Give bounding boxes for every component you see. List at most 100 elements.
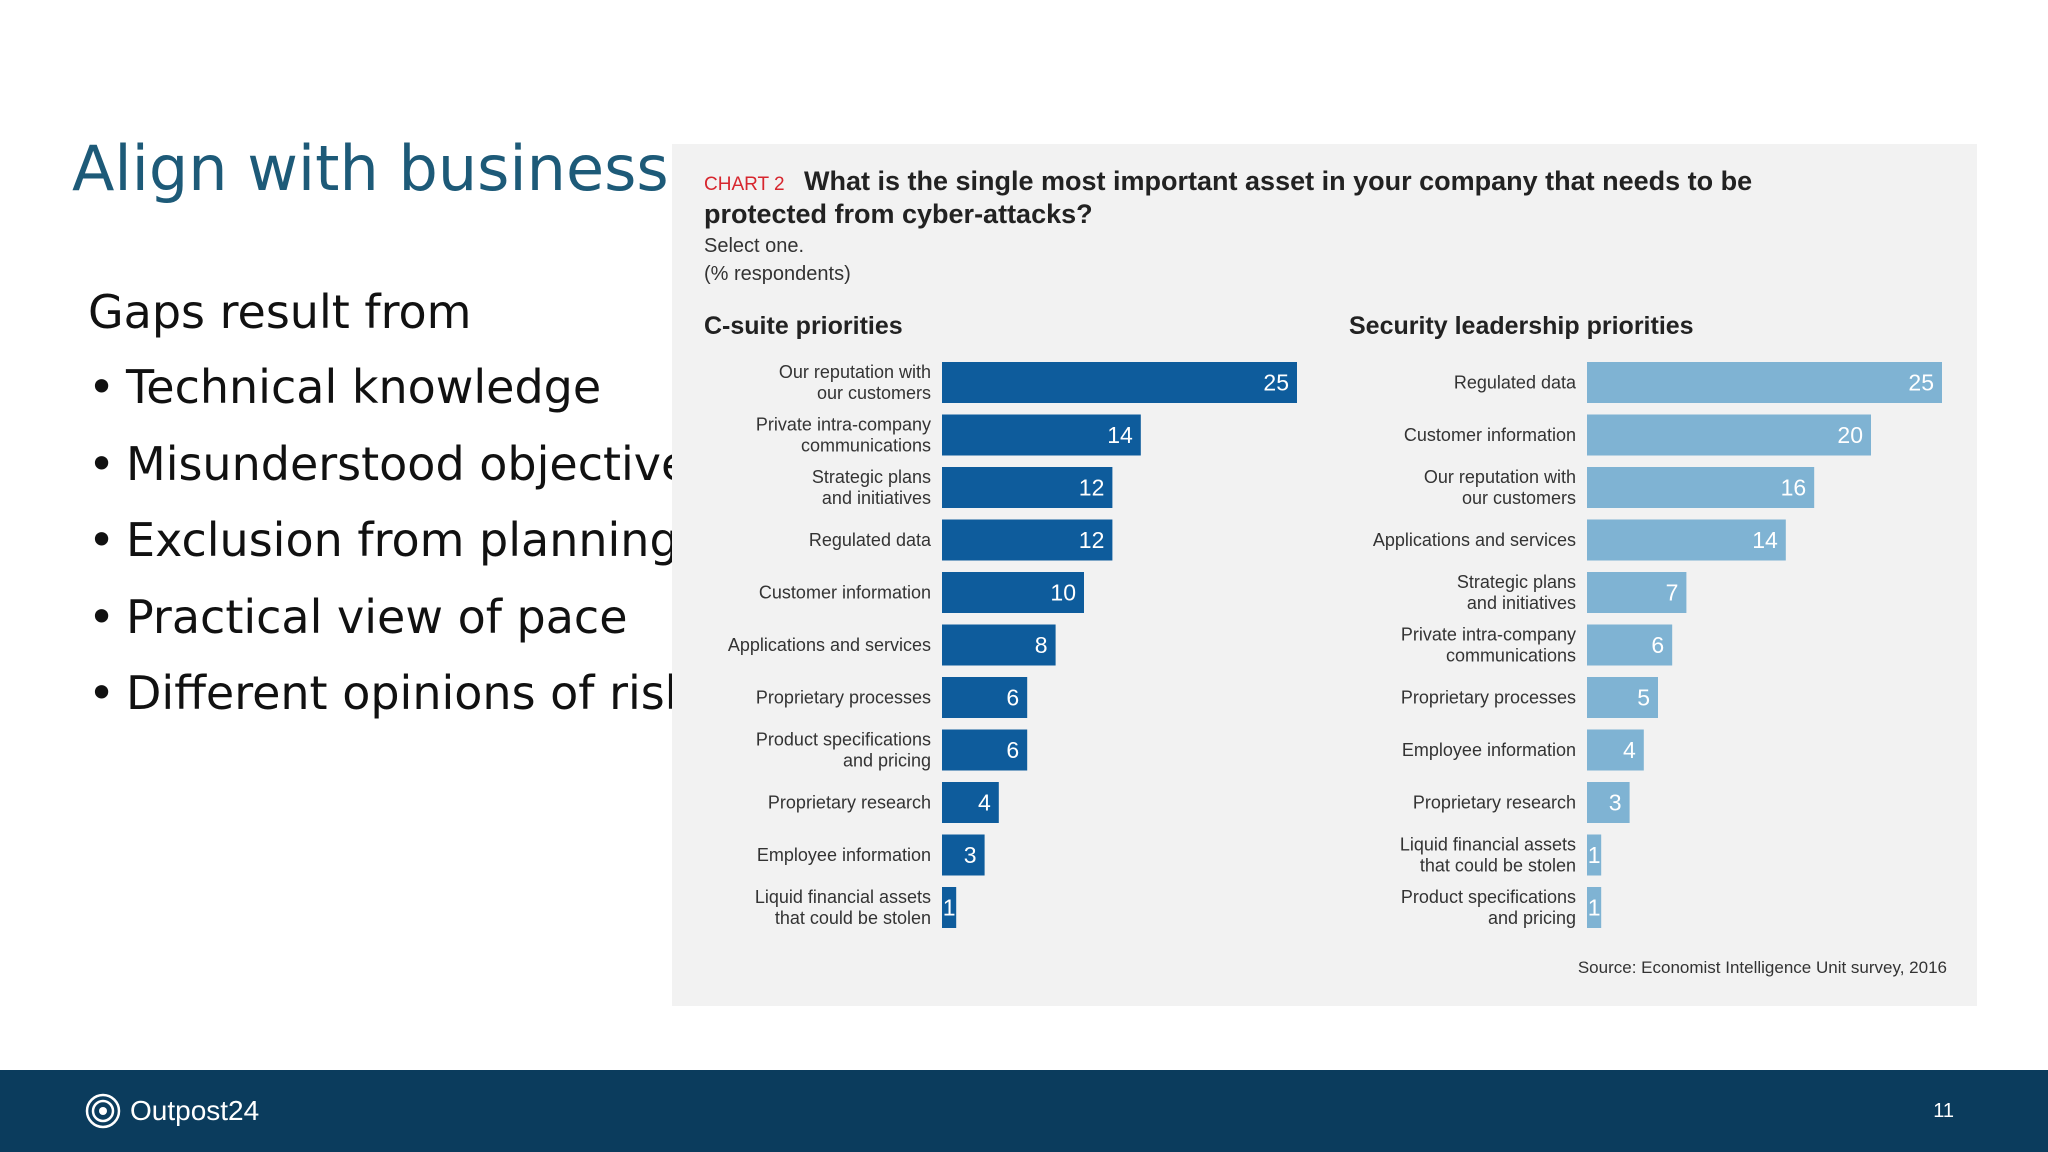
category-label: our customers xyxy=(817,383,931,403)
chart-source: Source: Economist Intelligence Unit surv… xyxy=(1578,958,1947,977)
bullet-dot: • xyxy=(88,360,116,414)
bar xyxy=(1587,362,1942,403)
gaps-heading: Gaps result from xyxy=(88,285,472,339)
bar-value-label: 8 xyxy=(1035,632,1048,658)
bar xyxy=(942,519,1113,561)
bar-value-label: 3 xyxy=(1609,790,1622,816)
bar-value-label: 20 xyxy=(1837,422,1863,448)
chart-title-line2: protected from cyber-attacks? xyxy=(704,199,1093,229)
bullet-list: • Technical knowledge • Misunderstood obje… xyxy=(88,360,713,743)
category-label: Liquid financial assets xyxy=(1400,835,1576,855)
category-label: that could be stolen xyxy=(1420,856,1576,876)
bar xyxy=(1587,887,1602,928)
bar xyxy=(1587,572,1687,613)
footer-bar: Outpost24 11 xyxy=(0,1070,2048,1152)
bar-value-label: 5 xyxy=(1637,685,1650,711)
bar xyxy=(942,729,1028,771)
panel-title-csuite: C-suite priorities xyxy=(704,312,903,340)
bar xyxy=(942,467,1113,508)
logo-text: Outpost24 xyxy=(130,1095,260,1126)
bullet-item: • Exclusion from planning xyxy=(88,513,713,590)
bar-value-label: 1 xyxy=(1588,842,1601,868)
slide-title: Align with business xyxy=(72,132,669,205)
category-label: Private intra-company xyxy=(756,415,931,435)
bar-value-label: 3 xyxy=(964,842,977,868)
target-logo-icon xyxy=(85,1093,121,1129)
bar-value-label: 16 xyxy=(1781,475,1807,501)
category-label: Strategic plans xyxy=(1457,572,1576,592)
bullet-dot: • xyxy=(88,513,116,567)
category-label: and initiatives xyxy=(1467,593,1576,613)
category-label: Employee information xyxy=(1402,740,1576,760)
bullet-dot: • xyxy=(88,666,116,720)
bar xyxy=(942,362,1297,403)
bullet-dot: • xyxy=(88,589,116,644)
bar-value-label: 14 xyxy=(1752,527,1778,553)
bar-value-label: 4 xyxy=(978,790,991,816)
category-label: communications xyxy=(1446,646,1576,666)
category-label: that could be stolen xyxy=(775,908,931,928)
bar xyxy=(1587,467,1815,508)
category-label: Proprietary processes xyxy=(1401,688,1576,708)
bullet-item: • Practical view of pace xyxy=(88,590,713,667)
bar-value-label: 6 xyxy=(1651,632,1664,658)
bar-value-label: 7 xyxy=(1666,580,1679,606)
bar xyxy=(1587,834,1602,876)
bar xyxy=(942,782,999,823)
category-label: Proprietary processes xyxy=(756,688,931,708)
category-label: our customers xyxy=(1462,488,1576,508)
chart-panel: CHART 2 What is the single most importan… xyxy=(672,144,1977,1006)
bar-value-label: 25 xyxy=(1908,370,1934,396)
category-label: Our reputation with xyxy=(1424,467,1576,487)
panel-title-security: Security leadership priorities xyxy=(1349,312,1694,340)
bar xyxy=(942,834,985,876)
bar xyxy=(942,414,1141,456)
bullet-item: • Technical knowledge xyxy=(88,360,713,437)
bullet-text: Different opinions of risk xyxy=(126,666,692,720)
bullet-dot: • xyxy=(88,436,116,491)
chart-subtitle-line2: (% respondents) xyxy=(704,263,851,285)
bar xyxy=(1587,414,1871,456)
chart-subtitle-line1: Select one. xyxy=(704,235,804,257)
bullet-text: Practical view of pace xyxy=(126,589,628,644)
category-label: Strategic plans xyxy=(812,467,931,487)
category-label: Regulated data xyxy=(809,530,932,550)
category-label: Regulated data xyxy=(1454,373,1577,393)
category-label: Proprietary research xyxy=(1413,793,1576,813)
bullet-item: • Misunderstood objectives xyxy=(88,437,713,514)
category-label: Employee information xyxy=(757,845,931,865)
chart-svg: CHART 2 What is the single most importan… xyxy=(704,166,1947,977)
bar-value-label: 10 xyxy=(1050,580,1076,606)
bullet-item: • Different opinions of risk xyxy=(88,666,713,743)
bar-value-label: 4 xyxy=(1623,737,1636,763)
bar-value-label: 12 xyxy=(1079,527,1105,553)
category-label: Applications and services xyxy=(1373,530,1576,550)
bar-value-label: 12 xyxy=(1079,475,1105,501)
bar xyxy=(1587,729,1644,771)
bar-value-label: 14 xyxy=(1107,422,1133,448)
category-label: and initiatives xyxy=(822,488,931,508)
category-label: Private intra-company xyxy=(1401,625,1576,645)
bar xyxy=(942,624,1056,666)
category-label: Our reputation with xyxy=(779,362,931,382)
category-label: Liquid financial assets xyxy=(755,887,931,907)
bar xyxy=(1587,624,1673,666)
bar-value-label: 25 xyxy=(1263,370,1289,396)
chart-tag: CHART 2 xyxy=(704,174,785,195)
bar-value-label: 6 xyxy=(1006,685,1019,711)
bar xyxy=(1587,677,1658,718)
category-label: and pricing xyxy=(1488,908,1576,928)
category-label: Product specifications xyxy=(756,730,931,750)
bullet-text: Technical knowledge xyxy=(126,360,602,414)
bar-value-label: 6 xyxy=(1006,737,1019,763)
bar-value-label: 1 xyxy=(943,895,956,921)
bar xyxy=(942,572,1084,613)
category-label: Product specifications xyxy=(1401,887,1576,907)
category-label: Customer information xyxy=(759,583,931,603)
bar xyxy=(942,887,957,928)
page-number: 11 xyxy=(1933,1100,1954,1122)
bullet-text: Exclusion from planning xyxy=(126,513,679,567)
company-logo: Outpost24 xyxy=(84,1092,259,1130)
bar xyxy=(942,677,1028,718)
